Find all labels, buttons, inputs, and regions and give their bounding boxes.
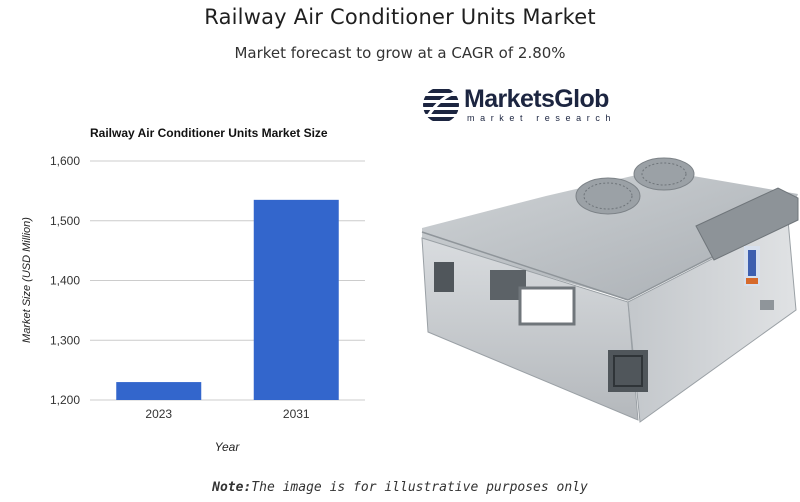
- y-tick-label-1400: 1,400: [50, 274, 80, 288]
- y-tick-label-1200: 1,200: [50, 393, 80, 407]
- x-axis-label: Year: [215, 440, 241, 454]
- bar-2023: [116, 382, 202, 400]
- chart-title: Railway Air Conditioner Units Market Siz…: [90, 126, 328, 140]
- logo-tagline: market research: [467, 113, 617, 123]
- note-text: The image is for illustrative purposes o…: [251, 480, 588, 495]
- y-tick-label-1600: 1,600: [50, 154, 80, 168]
- y-axis-label: Market Size (USD Million): [21, 217, 33, 343]
- bar-2031: [253, 199, 339, 400]
- market-size-chart: Railway Air Conditioner Units Market Siz…: [21, 126, 365, 454]
- chart-bars: [116, 199, 339, 400]
- y-tick-label-1500: 1,500: [50, 214, 80, 228]
- x-tick-label-2023: 2023: [145, 407, 172, 421]
- logo-name: MarketsGlob: [464, 85, 609, 113]
- note-label: Note:: [212, 480, 252, 495]
- x-tick-label-2031: 2031: [283, 407, 310, 421]
- illustration-note: Note:The image is for illustrative purpo…: [0, 480, 800, 495]
- y-axis-ticks: 1,200 1,300 1,400 1,500 1,600: [50, 154, 80, 407]
- globe-logo-icon: [423, 87, 459, 123]
- y-tick-label-1300: 1,300: [50, 333, 80, 347]
- railway-air-conditioner-unit-picture: [421, 157, 799, 423]
- page-title: Railway Air Conditioner Units Market: [204, 5, 596, 29]
- page-subtitle: Market forecast to grow at a CAGR of 2.8…: [234, 44, 566, 62]
- x-axis-ticks: 2023 2031: [145, 407, 310, 421]
- marketsglob-logo: MarketsGlob market research: [420, 84, 650, 128]
